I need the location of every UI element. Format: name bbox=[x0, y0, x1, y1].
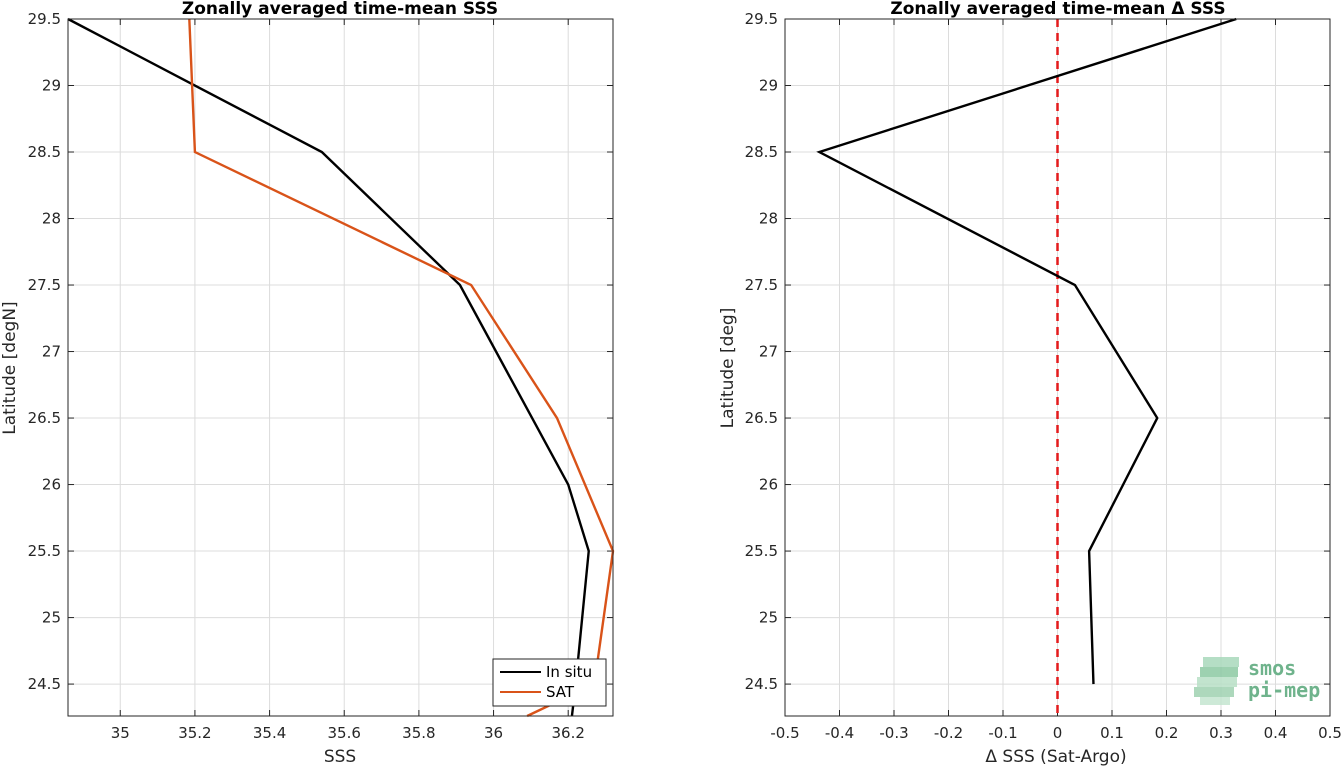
left-chart: 35 35.2 35.4 35.6 35.8 36 36.2 24.5 25 25.5 26 26.… bbox=[0, 0, 615, 766]
right-y-tick-label: 25 bbox=[759, 609, 778, 627]
right-x-tick-label: -0.1 bbox=[988, 724, 1017, 742]
left-y-ticks: 24.5 25 25.5 26 26.5 27 27.5 28 28.5 29 29.5 bbox=[28, 10, 613, 693]
left-y-tick-label: 25 bbox=[42, 609, 61, 627]
right-y-tick-label: 26 bbox=[759, 476, 778, 494]
right-grid bbox=[784, 18, 1331, 716]
right-x-tick-label: 0.5 bbox=[1318, 724, 1342, 742]
left-y-tick-label: 27 bbox=[42, 343, 61, 361]
right-x-tick-label: -0.4 bbox=[825, 724, 854, 742]
left-y-tick-label: 24.5 bbox=[28, 675, 61, 693]
left-y-axis-label: Latitude [degN] bbox=[0, 301, 20, 434]
right-y-tick-label: 27.5 bbox=[745, 276, 778, 294]
left-x-tick-label: 35 bbox=[111, 724, 130, 742]
left-x-ticks: 35 35.2 35.4 35.6 35.8 36 36.2 bbox=[111, 19, 585, 742]
right-axes-box bbox=[784, 18, 1331, 717]
right-y-tick-label: 25.5 bbox=[745, 542, 778, 560]
logo-line2: pi-mep bbox=[1248, 678, 1320, 702]
left-x-tick-label: 35.4 bbox=[253, 724, 286, 742]
left-y-tick-label: 29.5 bbox=[28, 10, 61, 28]
right-y-tick-label: 28 bbox=[759, 210, 778, 228]
legend-box bbox=[492, 658, 607, 707]
left-y-tick-label: 28 bbox=[42, 210, 61, 228]
right-x-tick-label: -0.3 bbox=[879, 724, 908, 742]
legend-label-in-situ: In situ bbox=[546, 663, 592, 681]
left-x-tick-label: 36 bbox=[484, 724, 503, 742]
right-y-tick-label: 26.5 bbox=[745, 409, 778, 427]
right-y-tick-label: 29.5 bbox=[745, 10, 778, 28]
right-y-axis-label: Latitude [deg] bbox=[718, 308, 738, 429]
left-chart-title: Zonally averaged time-mean SSS bbox=[182, 0, 498, 19]
right-y-tick-label: 27 bbox=[759, 343, 778, 361]
left-x-tick-label: 36.2 bbox=[552, 724, 585, 742]
right-x-tick-label: -0.5 bbox=[770, 724, 799, 742]
left-x-tick-label: 35.8 bbox=[402, 724, 435, 742]
right-y-tick-label: 24.5 bbox=[745, 675, 778, 693]
left-y-tick-label: 25.5 bbox=[28, 542, 61, 560]
right-x-tick-label: -0.2 bbox=[934, 724, 963, 742]
right-chart-title: Zonally averaged time-mean Δ SSS bbox=[890, 0, 1225, 19]
legend-label-sat: SAT bbox=[546, 683, 575, 701]
right-x-axis-label: Δ SSS (Sat-Argo) bbox=[985, 747, 1126, 766]
left-plot-area bbox=[68, 19, 613, 716]
right-series bbox=[816, 17, 1237, 685]
right-x-tick-label: 0.2 bbox=[1155, 724, 1179, 742]
left-x-axis-label: SSS bbox=[324, 747, 356, 766]
smos-pi-mep-logo: smos pi-mep bbox=[1194, 656, 1320, 705]
right-x-tick-label: 0.3 bbox=[1209, 724, 1233, 742]
left-y-tick-label: 26.5 bbox=[28, 409, 61, 427]
right-y-ticks: 24.5 25 25.5 26 26.5 27 27.5 28 28.5 29 29.5 bbox=[745, 10, 1330, 693]
left-y-tick-label: 27.5 bbox=[28, 276, 61, 294]
logo-icon bbox=[1194, 657, 1239, 705]
right-x-tick-label: 0.1 bbox=[1100, 724, 1124, 742]
right-y-tick-label: 28.5 bbox=[745, 143, 778, 161]
right-x-tick-label: 0 bbox=[1053, 724, 1063, 742]
left-x-tick-label: 35.6 bbox=[328, 724, 361, 742]
left-axes-box bbox=[67, 18, 614, 717]
right-chart: -0.5 -0.4 -0.3 -0.2 -0.1 0 0.1 0.2 0.3 0.4 0.5 24.… bbox=[718, 0, 1342, 766]
left-y-tick-label: 29 bbox=[42, 77, 61, 95]
left-x-tick-label: 35.2 bbox=[178, 724, 211, 742]
right-x-tick-label: 0.4 bbox=[1264, 724, 1288, 742]
right-y-tick-label: 29 bbox=[759, 77, 778, 95]
left-y-tick-label: 28.5 bbox=[28, 143, 61, 161]
legend: In situ SAT bbox=[492, 658, 607, 707]
logo-line1: smos bbox=[1248, 656, 1296, 680]
right-line-series-0 bbox=[816, 17, 1237, 685]
left-y-tick-label: 26 bbox=[42, 476, 61, 494]
